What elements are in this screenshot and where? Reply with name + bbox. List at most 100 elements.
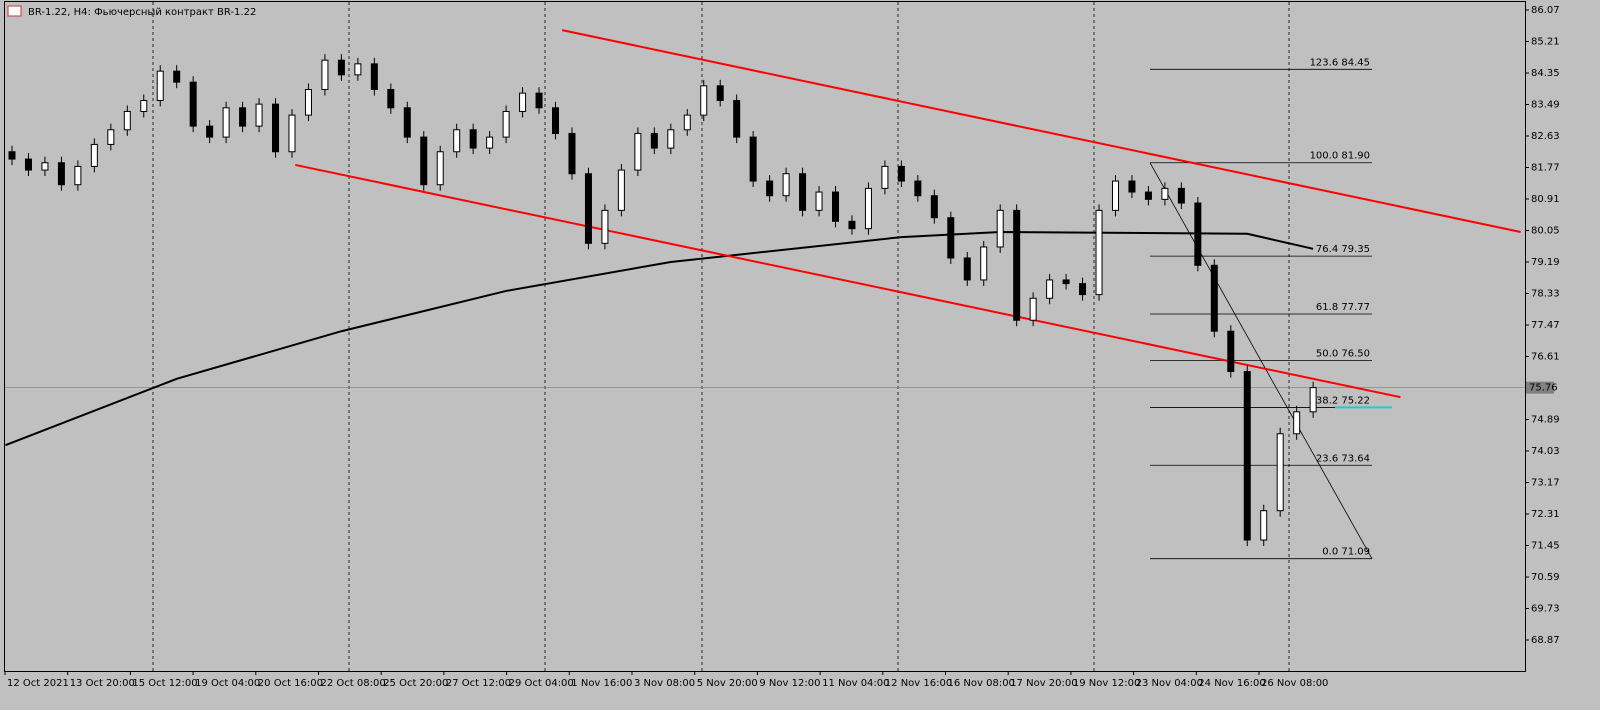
time-tick-label: 17 Nov 20:00 — [1010, 678, 1077, 689]
candle — [1046, 279, 1054, 299]
candle — [733, 99, 741, 138]
candle — [716, 85, 724, 101]
time-tick-label: 24 Nov 16:00 — [1198, 678, 1265, 689]
time-tick-label: 12 Nov 16:00 — [885, 678, 952, 689]
price-tick-label: 80.05 — [1531, 226, 1560, 237]
fib-label: 38.2 75.22 — [1316, 395, 1370, 406]
time-tick-label: 5 Nov 20:00 — [697, 678, 758, 689]
time-tick-label: 22 Oct 08:00 — [321, 678, 386, 689]
candle — [996, 209, 1004, 248]
moving-average — [5, 230, 1314, 447]
candle — [1293, 411, 1301, 435]
candle — [1128, 180, 1136, 193]
candle — [370, 63, 378, 90]
time-tick-label: 3 Nov 08:00 — [634, 678, 695, 689]
fib-label: 23.6 73.64 — [1316, 453, 1370, 464]
time-tick-label: 11 Nov 04:00 — [822, 678, 889, 689]
candle — [881, 165, 889, 189]
candle — [815, 191, 823, 211]
price-tick-label: 72.31 — [1531, 509, 1560, 520]
candle — [848, 220, 856, 230]
time-tick-label: 25 Oct 20:00 — [383, 678, 448, 689]
candle — [1161, 187, 1169, 200]
time-tick-label: 20 Oct 16:00 — [258, 678, 323, 689]
candle — [667, 129, 675, 149]
candle — [897, 165, 905, 182]
candle — [601, 209, 609, 244]
candle — [650, 132, 658, 149]
fib-label: 123.6 84.45 — [1310, 57, 1370, 68]
time-tick-label: 19 Nov 12:00 — [1073, 678, 1140, 689]
candle — [535, 92, 543, 109]
candle — [1144, 191, 1152, 200]
candle — [1177, 187, 1185, 204]
price-tick-label: 69.73 — [1531, 604, 1560, 615]
candle — [107, 129, 115, 145]
price-tick-label: 76.61 — [1531, 352, 1560, 363]
candle — [683, 114, 691, 131]
candle — [469, 129, 477, 149]
candle — [486, 136, 494, 149]
candle — [1111, 180, 1119, 211]
candle — [337, 59, 345, 76]
candle — [354, 63, 362, 76]
candle — [90, 143, 98, 167]
fib-label: 61.8 77.77 — [1316, 302, 1370, 313]
candle — [387, 88, 395, 109]
candle — [617, 169, 625, 211]
candle — [453, 129, 461, 153]
fib-label: 50.0 76.50 — [1316, 349, 1370, 360]
candle — [239, 107, 247, 127]
candle — [1062, 279, 1070, 285]
candle — [206, 125, 214, 138]
candle — [634, 132, 642, 171]
candle — [930, 195, 938, 219]
price-tick-label: 82.63 — [1531, 131, 1560, 142]
channel-line — [295, 163, 1401, 399]
candle — [8, 151, 16, 160]
price-tick-label: 68.87 — [1531, 635, 1560, 646]
candle — [272, 103, 280, 153]
candle — [947, 217, 955, 259]
price-tick-label: 79.19 — [1531, 257, 1560, 268]
candle — [222, 107, 230, 138]
candle — [1227, 330, 1235, 373]
price-tick-label: 70.59 — [1531, 572, 1560, 583]
time-tick-label: 26 Nov 08:00 — [1261, 678, 1328, 689]
price-tick-label: 85.21 — [1531, 37, 1560, 48]
candle — [1029, 297, 1037, 321]
chart-icon — [7, 5, 22, 17]
price-tick-label: 73.17 — [1531, 478, 1560, 489]
candle — [766, 180, 774, 197]
candle — [140, 99, 148, 112]
candle — [1013, 209, 1021, 321]
time-tick-label: 19 Oct 04:00 — [195, 678, 260, 689]
price-tick-label: 86.07 — [1531, 5, 1560, 16]
time-tick-label: 12 Oct 2021 — [7, 678, 69, 689]
price-tick-label: 78.33 — [1531, 289, 1560, 300]
candle — [552, 107, 560, 134]
candle — [41, 162, 49, 171]
plot-frame — [4, 1, 1526, 672]
candle — [189, 81, 197, 127]
candle — [173, 70, 181, 83]
candle — [782, 173, 790, 197]
candle — [403, 107, 411, 138]
candle — [749, 136, 757, 182]
candle — [799, 173, 807, 211]
candle — [1260, 510, 1268, 541]
candle — [980, 246, 988, 281]
candle — [1079, 283, 1087, 296]
price-tick-label: 80.91 — [1531, 194, 1560, 205]
candle — [123, 110, 131, 131]
candle — [1309, 387, 1317, 413]
candle — [502, 110, 510, 138]
time-tick-label: 9 Nov 12:00 — [759, 678, 820, 689]
candle — [1095, 209, 1103, 296]
channel-line — [561, 29, 1521, 233]
fib-baseline — [1149, 162, 1373, 559]
candle — [288, 114, 296, 153]
candle — [57, 162, 65, 186]
price-tick-label: 71.45 — [1531, 541, 1560, 552]
